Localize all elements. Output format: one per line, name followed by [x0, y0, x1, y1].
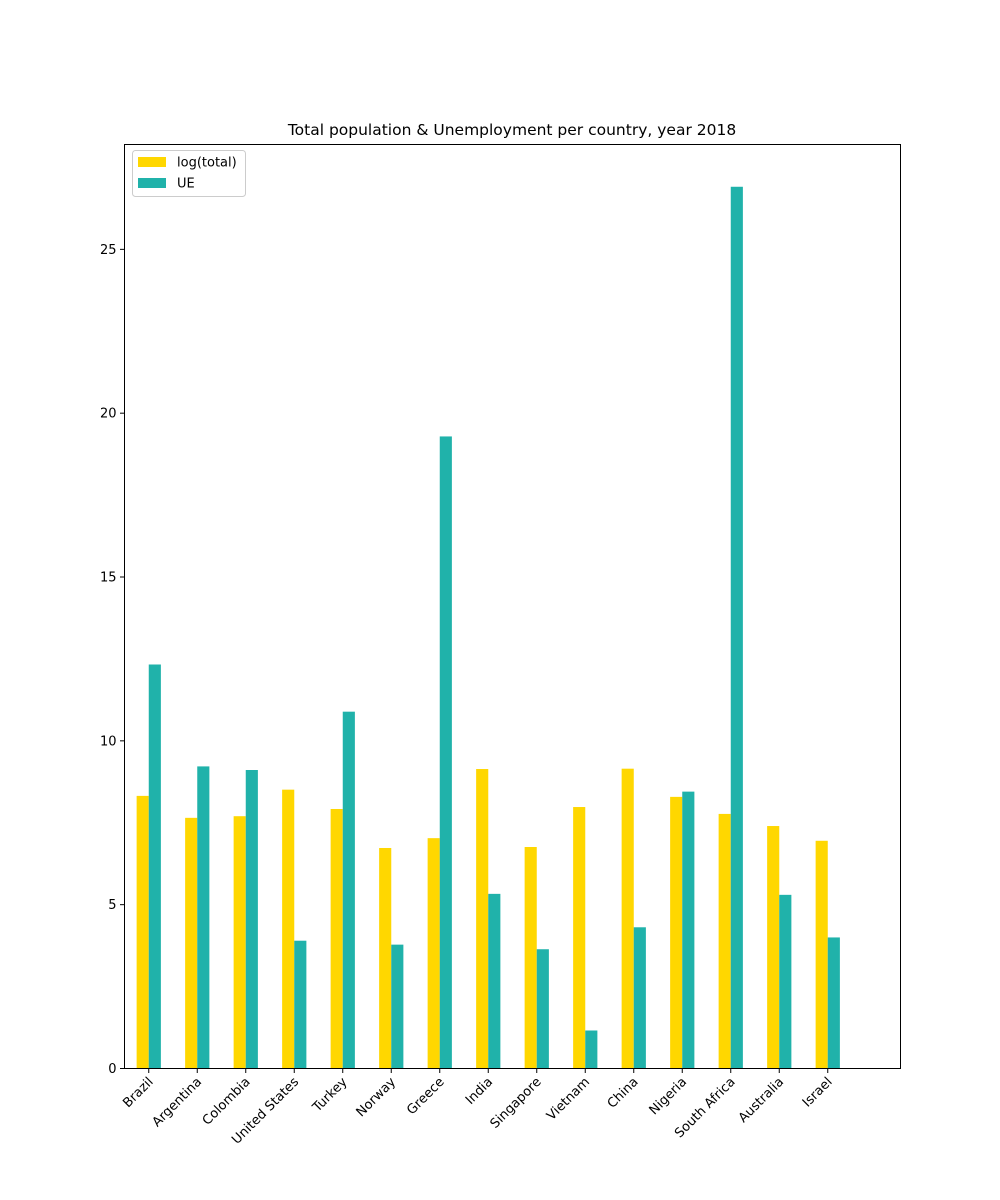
x-tick-label: Argentina	[150, 1075, 205, 1130]
bar-argentina-log-total	[185, 817, 198, 1069]
bar-norway-log-total	[379, 847, 392, 1069]
legend: log(total) UE	[132, 150, 246, 197]
bar-turkey-ue	[342, 711, 355, 1069]
bars-layer	[136, 186, 840, 1069]
bar-nigeria-log-total	[670, 796, 683, 1069]
x-tick-label: Greece	[404, 1075, 447, 1118]
y-tick-label: 10	[100, 734, 117, 749]
bar-israel-ue	[827, 937, 840, 1069]
bar-israel-log-total	[815, 840, 828, 1069]
bar-australia-ue	[779, 894, 792, 1069]
y-tick-label: 0	[108, 1062, 116, 1077]
bar-australia-log-total	[767, 826, 780, 1069]
bar-nigeria-ue	[682, 791, 695, 1069]
bar-greece-log-total	[427, 838, 440, 1069]
x-tick-label: Brazil	[120, 1075, 156, 1111]
legend-label-log-total: log(total)	[177, 156, 237, 171]
bar-colombia-ue	[245, 770, 258, 1069]
bar-argentina-ue	[197, 766, 210, 1069]
y-tick-label: 15	[100, 571, 117, 586]
bar-vietnam-ue	[585, 1030, 598, 1069]
bar-colombia-log-total	[233, 816, 246, 1069]
x-tick-label: Norway	[354, 1075, 400, 1121]
x-tick-label: India	[463, 1075, 496, 1108]
bar-united-states-ue	[294, 940, 307, 1069]
x-tick-label: Turkey	[309, 1075, 350, 1116]
bar-china-ue	[633, 927, 646, 1069]
bar-turkey-log-total	[330, 808, 343, 1069]
bar-brazil-log-total	[136, 795, 149, 1069]
y-tick-label: 20	[100, 407, 117, 422]
legend-label-ue: UE	[177, 177, 195, 192]
x-tick-label: Singapore	[488, 1075, 545, 1132]
bar-greece-ue	[439, 436, 452, 1069]
bar-china-log-total	[621, 768, 634, 1069]
bar-india-ue	[488, 893, 501, 1069]
bar-south-africa-log-total	[718, 813, 731, 1069]
legend-swatch-ue	[138, 178, 166, 188]
y-tick-label: 25	[100, 243, 117, 258]
chart-title: Total population & Unemployment per coun…	[287, 121, 736, 139]
bar-brazil-ue	[148, 664, 161, 1069]
bar-india-log-total	[476, 769, 489, 1069]
bar-vietnam-log-total	[573, 807, 586, 1069]
x-tick-label: Australia	[736, 1075, 787, 1126]
x-tick-label: Vietnam	[544, 1075, 593, 1124]
bar-singapore-log-total	[524, 847, 537, 1069]
y-axis: 0 5 10 15 20 25	[100, 243, 125, 1077]
bar-norway-ue	[391, 944, 404, 1069]
x-tick-label: Nigeria	[647, 1075, 690, 1118]
plot-frame	[124, 144, 901, 1069]
legend-swatch-log-total	[138, 157, 166, 167]
x-tick-label: China	[605, 1075, 642, 1112]
y-tick-label: 5	[108, 898, 116, 913]
bar-united-states-log-total	[282, 789, 295, 1069]
bar-singapore-ue	[536, 949, 549, 1069]
bar-south-africa-ue	[730, 186, 743, 1069]
x-tick-label: Israel	[800, 1075, 836, 1111]
